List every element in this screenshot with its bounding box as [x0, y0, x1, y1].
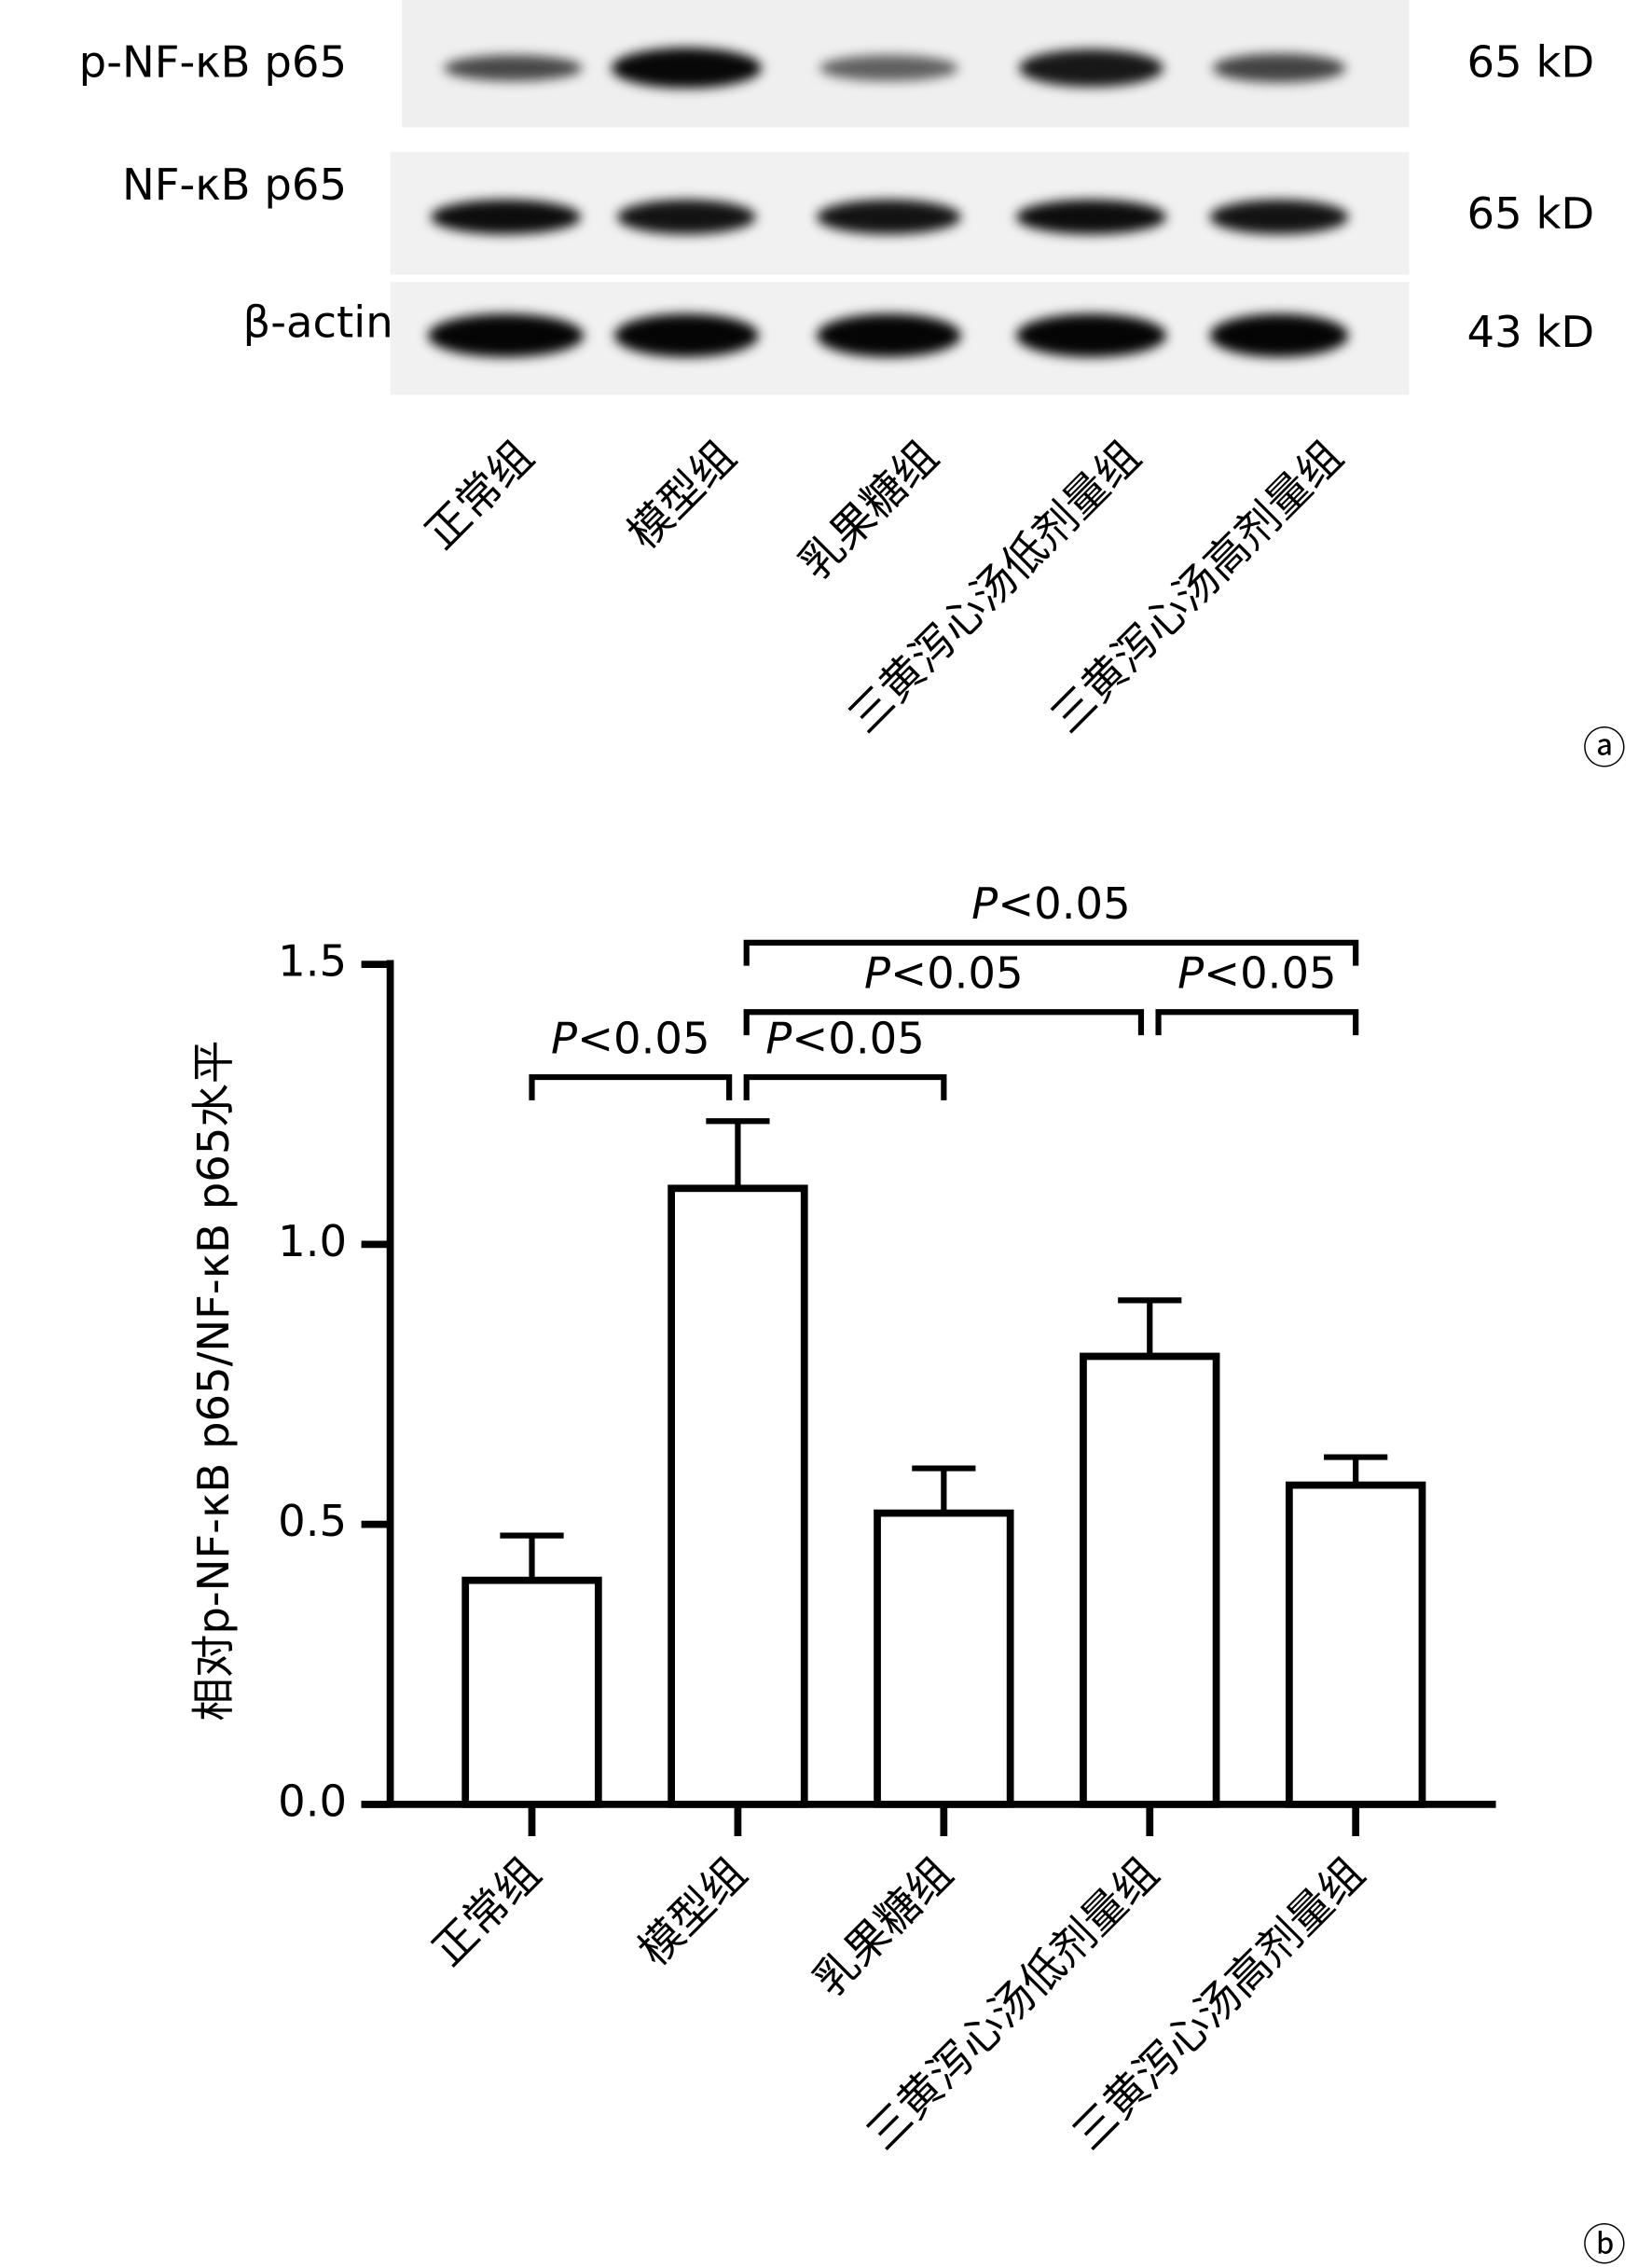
- bar: [668, 1184, 808, 1808]
- y-axis-title: 相对p-NF-κB p65/NF-κB p65水平: [188, 1041, 239, 1721]
- y-tick-label: 1.5: [278, 936, 347, 987]
- size-label: 43 kD: [1467, 307, 1595, 357]
- x-tick-label: 模型组: [628, 1847, 756, 1975]
- significance-bracket: [743, 939, 1359, 966]
- significance-label: P<0.05: [971, 878, 1131, 929]
- significance-label: P<0.05: [864, 947, 1024, 998]
- significance-bracket: [743, 1073, 947, 1100]
- bar: [1080, 1352, 1220, 1808]
- y-tick-label: 1.0: [278, 1216, 347, 1266]
- row-label: NF-κB p65: [122, 159, 347, 210]
- western-blot: p-NF-κB p65 NF-κB p65 β-actin 65 kD 65 k…: [79, 0, 1626, 2267]
- x-tick-label: 正常组: [422, 1847, 550, 1975]
- significance-label: P<0.05: [551, 1013, 710, 1063]
- y-tick-label: 0.0: [278, 1776, 347, 1826]
- lane-label: 正常组: [416, 431, 544, 559]
- significance-label: P<0.05: [1177, 947, 1337, 998]
- row-label: p-NF-κB p65: [79, 36, 347, 87]
- significance-label: P<0.05: [765, 1013, 925, 1063]
- lane-label: 乳果糖组: [790, 431, 948, 589]
- significance-bracket: [529, 1073, 733, 1100]
- significance-bracket: [743, 1009, 1145, 1036]
- x-tick-label: 乳果糖组: [804, 1847, 962, 2006]
- size-label: 65 kD: [1467, 36, 1595, 87]
- panel-label: ⓐ: [1583, 724, 1626, 774]
- bands: [427, 48, 1349, 357]
- lane-label: 模型组: [618, 431, 746, 559]
- bar: [874, 1509, 1014, 1808]
- panel-label: ⓑ: [1583, 2219, 1626, 2267]
- row-label: β-actin: [243, 297, 393, 347]
- significance-bracket: [1155, 1009, 1359, 1036]
- y-tick-label: 0.5: [278, 1496, 347, 1546]
- bar: [1285, 1481, 1426, 1808]
- bar: [461, 1576, 602, 1808]
- size-label: 65 kD: [1467, 188, 1595, 239]
